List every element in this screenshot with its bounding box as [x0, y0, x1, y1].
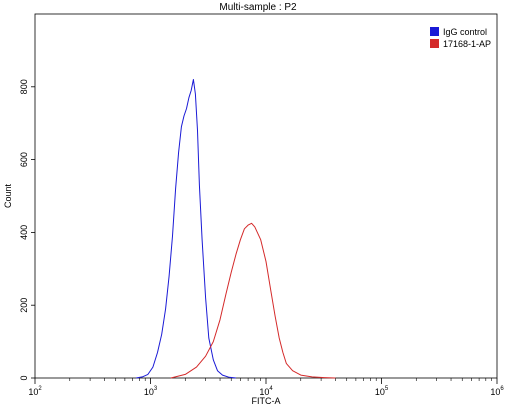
histogram-series	[136, 79, 336, 379]
chart-title: Multi-sample : P2	[219, 2, 297, 13]
legend: IgG control 17168-1-AP	[430, 27, 491, 49]
x-tick-label: 105	[375, 386, 389, 397]
y-tick-label: 200	[19, 298, 29, 313]
y-tick-label: 0	[19, 375, 29, 380]
plot-frame	[34, 13, 498, 379]
y-tick-label: 600	[19, 152, 29, 167]
x-tick-label: 106	[490, 386, 504, 397]
y-axis-label: Count	[3, 184, 13, 209]
y-tick-label: 400	[19, 225, 29, 240]
legend-swatch-17168-1-ap	[430, 39, 439, 48]
legend-label-igg-control: IgG control	[443, 27, 487, 37]
series-line-17168-1-ap	[170, 222, 336, 379]
y-tick-label: 800	[19, 79, 29, 94]
legend-swatch-igg-control	[430, 27, 439, 36]
series-line-igg-control	[136, 79, 237, 379]
x-tick-label: 103	[144, 386, 158, 397]
x-axis-ticks: 102 103 104 105 106	[28, 378, 504, 397]
x-axis-label: FITC-A	[252, 396, 281, 406]
legend-label-17168-1-ap: 17168-1-AP	[443, 39, 491, 49]
x-tick-label: 104	[259, 386, 273, 397]
y-axis-ticks: 0 200 400 600 800	[19, 79, 35, 381]
x-tick-label: 102	[28, 386, 42, 397]
